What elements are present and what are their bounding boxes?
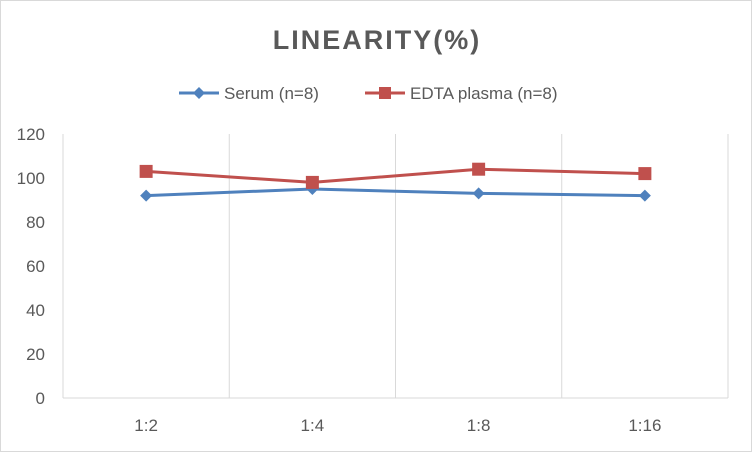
data-point-edta bbox=[305, 175, 319, 189]
chart-title: LINEARITY(%) bbox=[273, 25, 482, 55]
legend-item-serum: Serum (n=8) bbox=[179, 84, 319, 103]
y-tick-label: 120 bbox=[17, 125, 45, 144]
y-axis-ticks: 0 20 40 60 80 100 120 bbox=[17, 125, 45, 408]
legend-item-edta-plasma: EDTA plasma (n=8) bbox=[365, 84, 558, 103]
series-line-serum bbox=[146, 187, 645, 198]
x-axis-ticks: 1:2 1:4 1:8 1:16 bbox=[134, 416, 661, 435]
x-tick-label: 1:16 bbox=[628, 416, 661, 435]
y-tick-label: 40 bbox=[26, 301, 45, 320]
legend: Serum (n=8) EDTA plasma (n=8) bbox=[179, 84, 558, 103]
y-tick-label: 100 bbox=[17, 169, 45, 188]
data-point-serum bbox=[472, 187, 485, 200]
legend-marker-edta-plasma bbox=[379, 87, 391, 99]
x-tick-label: 1:8 bbox=[467, 416, 491, 435]
y-tick-label: 60 bbox=[26, 257, 45, 276]
series-edta bbox=[139, 162, 652, 189]
data-point-edta bbox=[472, 162, 486, 176]
series-layer bbox=[139, 162, 652, 202]
legend-marker-serum bbox=[193, 87, 205, 99]
y-tick-label: 80 bbox=[26, 213, 45, 232]
data-point-edta bbox=[139, 164, 153, 178]
data-point-serum bbox=[638, 189, 651, 202]
legend-label-serum: Serum (n=8) bbox=[224, 84, 319, 103]
data-point-serum bbox=[140, 189, 153, 202]
x-tick-label: 1:4 bbox=[301, 416, 325, 435]
x-tick-label: 1:2 bbox=[134, 416, 158, 435]
y-tick-label: 20 bbox=[26, 345, 45, 364]
data-point-edta bbox=[638, 167, 652, 181]
y-tick-label: 0 bbox=[36, 389, 45, 408]
legend-label-edta-plasma: EDTA plasma (n=8) bbox=[410, 84, 558, 103]
series-line-edta bbox=[146, 167, 645, 184]
